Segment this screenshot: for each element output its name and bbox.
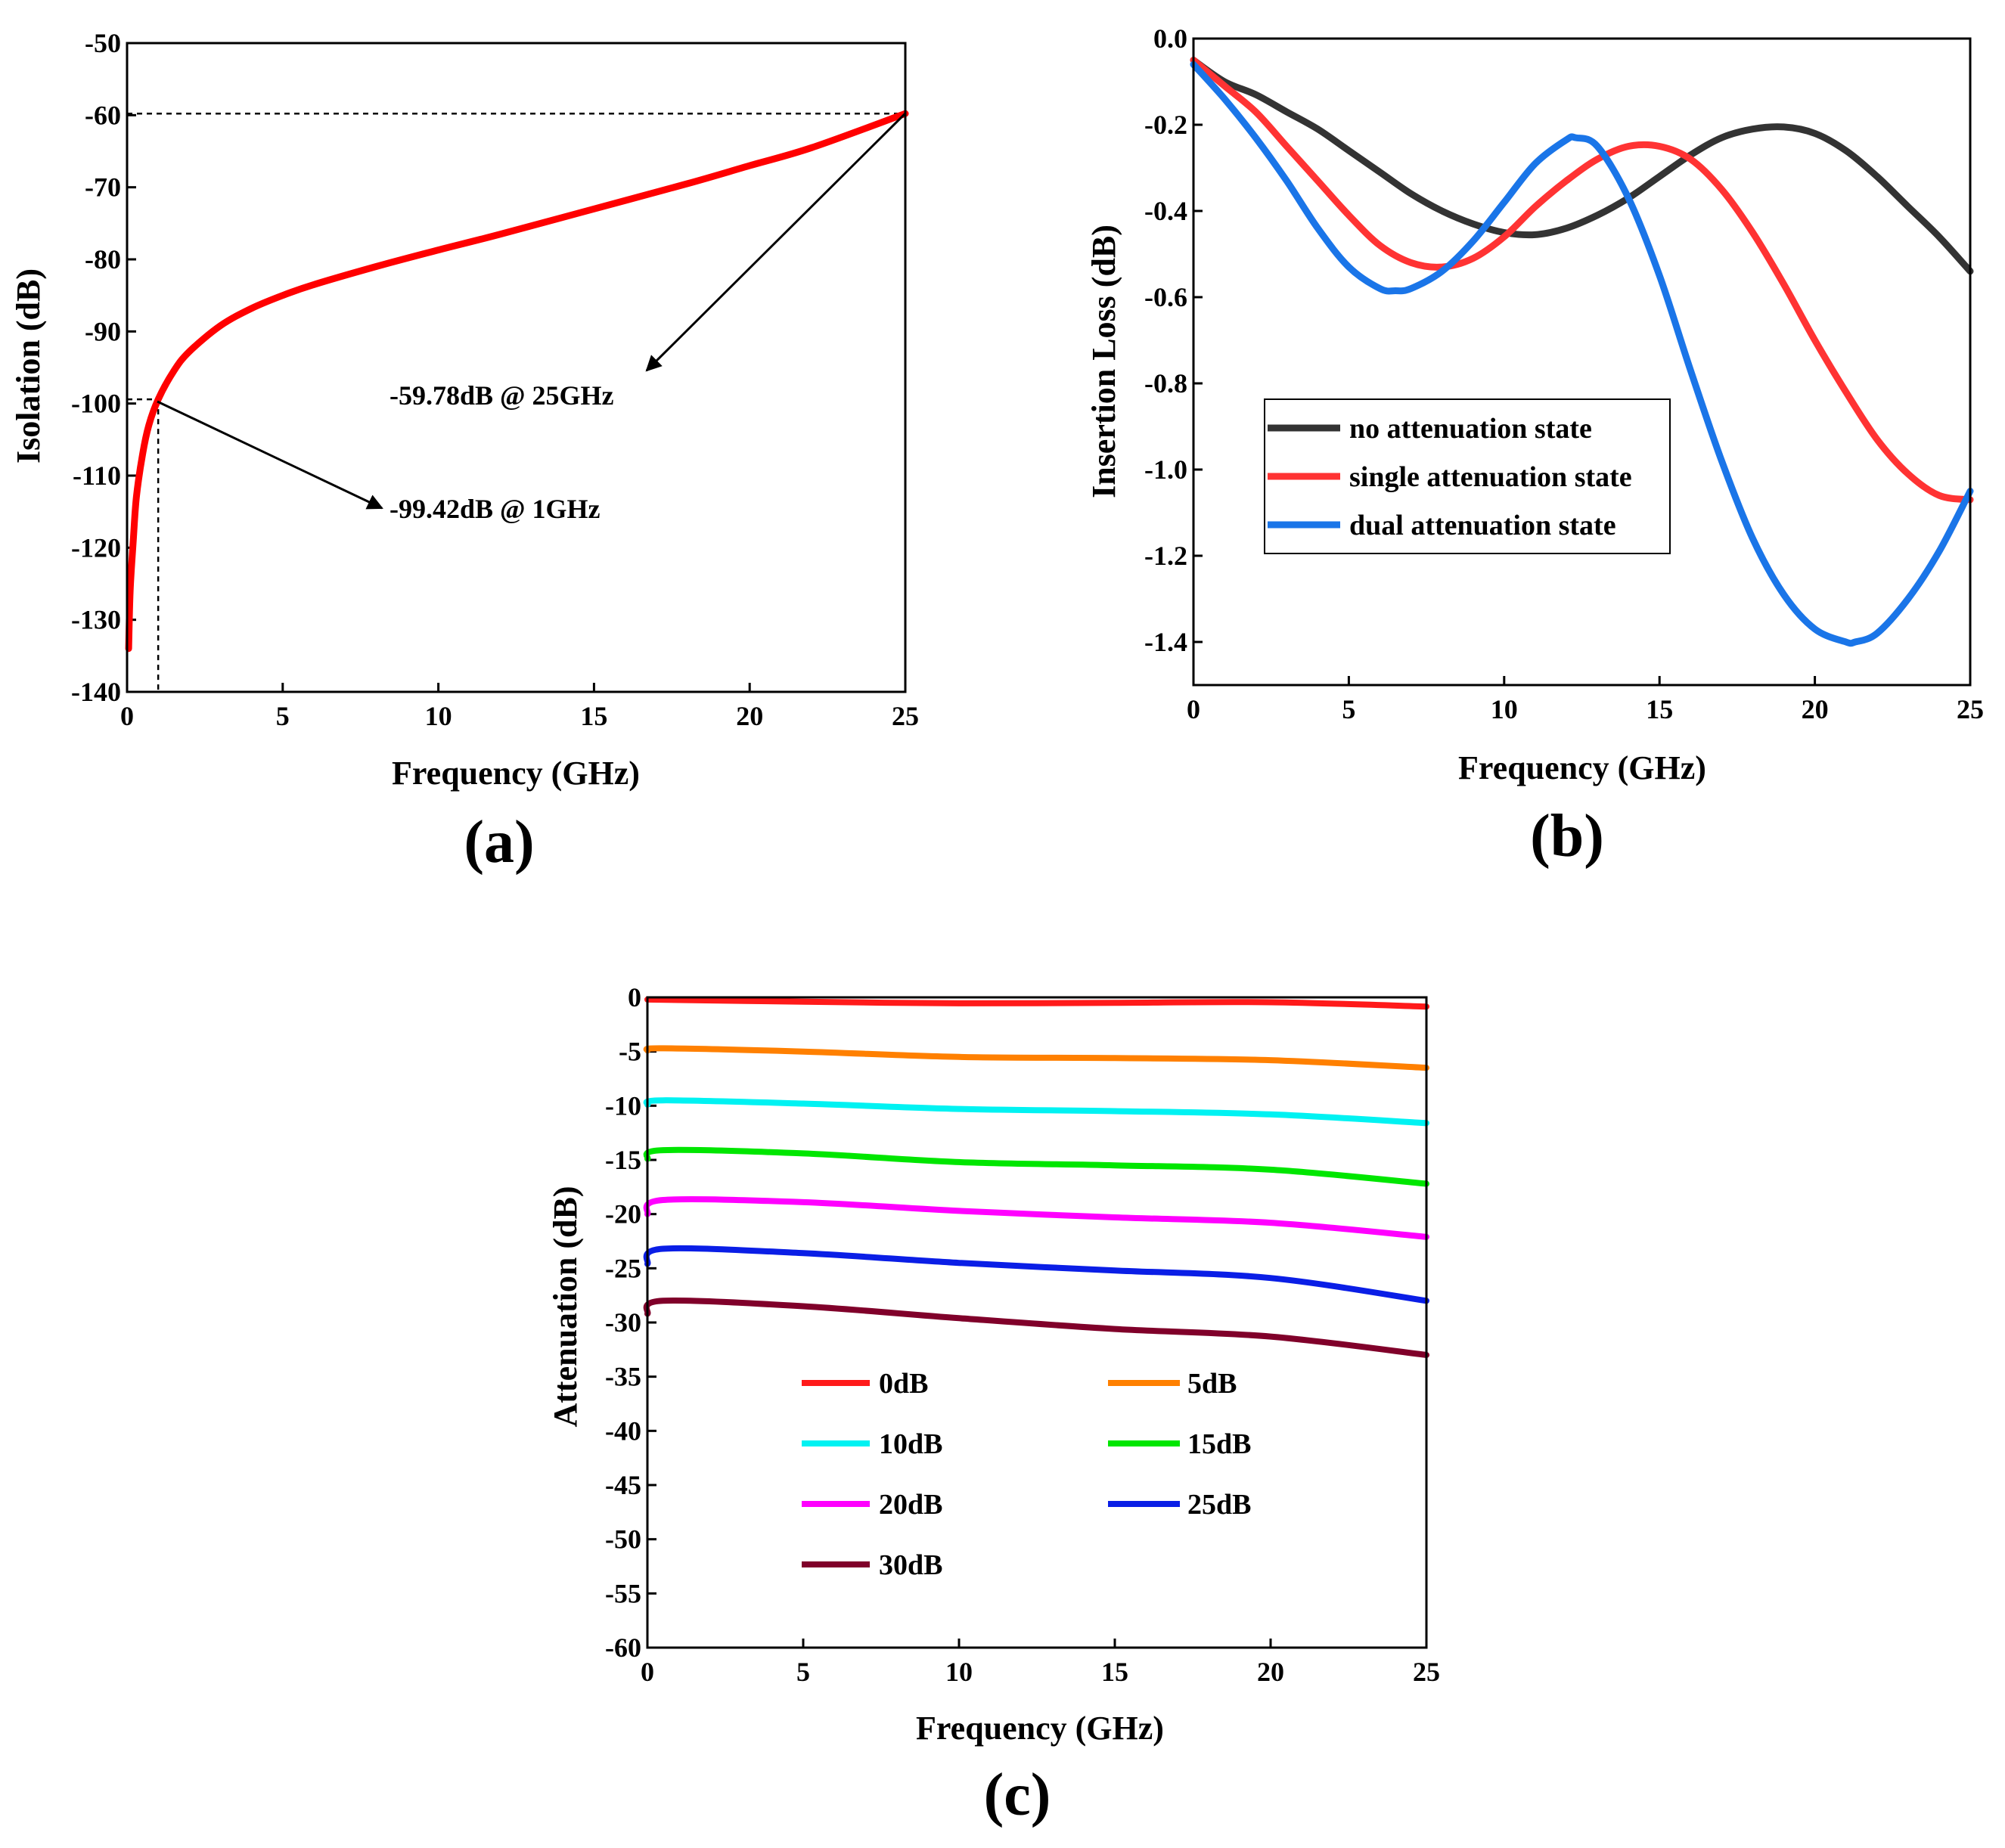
x-tick-label: 0 [120, 701, 134, 731]
x-tick-label: 20 [736, 701, 763, 731]
series-line-25db [643, 1245, 1429, 1304]
x-tick-label: 15 [1101, 1657, 1128, 1687]
legend-label: 0dB [879, 1368, 928, 1400]
panel-a-isolation-chart: 0 5 10 15 20 25 -140 -130 -120 -110 -100 -90 -80 -70 -… [10, 28, 919, 876]
x-tick-label: 20 [1802, 694, 1829, 724]
y-tick-label: -20 [605, 1199, 641, 1229]
panel-b-insertion-loss-chart: 0 5 10 15 20 25 0.0 -0.2 -0.4 -0.6 -0.8 -1.0 -1.2 -1.… [1085, 23, 1984, 870]
legend-label: 10dB [879, 1428, 942, 1460]
y-tick-label: -110 [73, 460, 121, 491]
y-tick-label: -120 [71, 532, 121, 563]
plot-frame [646, 996, 1428, 1649]
x-tick-label: 10 [1491, 694, 1518, 724]
legend-label: dual attenuation state [1349, 510, 1616, 541]
y-tick-label: -1.2 [1144, 541, 1187, 571]
x-tick-label: 25 [1957, 694, 1984, 724]
y-tick-label: -45 [605, 1470, 641, 1500]
y-tick-label: -0.2 [1144, 110, 1187, 140]
y-tick-label: -60 [85, 100, 121, 130]
y-tick-label: -80 [85, 244, 121, 274]
x-tick-label: 5 [1342, 694, 1355, 724]
y-tick-label: 0.0 [1153, 23, 1187, 54]
y-tick-label: -130 [71, 605, 121, 635]
y-tick-label: -25 [605, 1253, 641, 1283]
y-tick-label: -35 [605, 1362, 641, 1392]
legend-label: 25dB [1187, 1489, 1251, 1521]
x-tick-label: 0 [641, 1657, 654, 1687]
x-tick-label: 10 [945, 1657, 973, 1687]
series-line-0db [644, 996, 1429, 1010]
y-tick-label: -0.8 [1144, 368, 1187, 398]
legend-label: single attenuation state [1349, 461, 1632, 493]
annotation-label: -99.42dB @ 1GHz [390, 494, 601, 524]
y-tick-label: -0.6 [1144, 282, 1187, 312]
y-tick-label: -50 [605, 1524, 641, 1555]
y-axis-label: Insertion Loss (dB) [1085, 225, 1122, 498]
y-tick-label: -30 [605, 1307, 641, 1338]
y-tick-label: -5 [619, 1037, 641, 1067]
panel-label: (b) [1530, 803, 1604, 870]
x-tick-label: 25 [1413, 1657, 1440, 1687]
annotation-arrow [645, 112, 907, 372]
y-tick-label: -140 [71, 677, 121, 707]
x-tick-label: 20 [1257, 1657, 1284, 1687]
y-tick-label: -60 [605, 1633, 641, 1663]
series-line-no-attenuation-state [1190, 57, 1974, 275]
series-line-10db [643, 1097, 1429, 1127]
x-tick-label: 5 [276, 701, 290, 731]
plot-frame [1192, 37, 1972, 687]
x-tick-label: 10 [425, 701, 452, 731]
y-tick-label: 0 [628, 982, 641, 1012]
x-axis-label: Frequency (GHz) [1458, 749, 1706, 786]
x-tick-label: 0 [1187, 694, 1200, 724]
series-line-30db [643, 1297, 1429, 1358]
series-line-20db [643, 1196, 1429, 1240]
y-tick-label: -1.4 [1144, 627, 1187, 657]
y-tick-label: -90 [85, 316, 121, 346]
legend-label: 20dB [879, 1489, 942, 1521]
annotation-label: -59.78dB @ 25GHz [390, 380, 614, 411]
panel-label: (a) [464, 809, 534, 876]
series-line-dual-attenuation-state [1190, 60, 1974, 647]
x-tick-label: 5 [796, 1657, 810, 1687]
legend-label: 15dB [1187, 1428, 1251, 1460]
legend-label: 5dB [1187, 1368, 1237, 1400]
y-tick-label: -10 [605, 1090, 641, 1121]
x-tick-label: 15 [1646, 694, 1673, 724]
x-axis-label: Frequency (GHz) [916, 1710, 1164, 1747]
y-tick-label: -15 [605, 1145, 641, 1175]
y-tick-label: -70 [85, 172, 121, 203]
y-tick-label: -55 [605, 1578, 641, 1608]
y-axis-label: Attenuation (dB) [547, 1186, 584, 1427]
panel-label: (c) [984, 1762, 1051, 1828]
series-line-single-attenuation-state [1190, 57, 1974, 504]
y-tick-label: -0.4 [1144, 196, 1187, 226]
x-tick-label: 25 [892, 701, 919, 731]
legend-label: no attenuation state [1349, 413, 1592, 445]
y-tick-label: -40 [605, 1415, 641, 1446]
series-line-15db [643, 1146, 1429, 1187]
y-tick-label: -1.0 [1144, 454, 1187, 485]
series-line-5db [643, 1045, 1429, 1071]
legend-label: 30dB [879, 1549, 942, 1581]
plot-frame [126, 42, 907, 693]
annotation-arrow [157, 400, 383, 510]
y-axis-label: Isolation (dB) [10, 268, 47, 464]
x-axis-label: Frequency (GHz) [392, 755, 640, 792]
series-line-isolation [125, 110, 909, 653]
x-tick-label: 15 [580, 701, 607, 731]
y-tick-label: -100 [71, 389, 121, 419]
panel-c-attenuation-chart: 0 5 10 15 20 25 0 -5 -10 -15 -20 -25 -30 -35 -40 -45 -50… [547, 982, 1440, 1828]
y-tick-label: -50 [85, 28, 121, 58]
